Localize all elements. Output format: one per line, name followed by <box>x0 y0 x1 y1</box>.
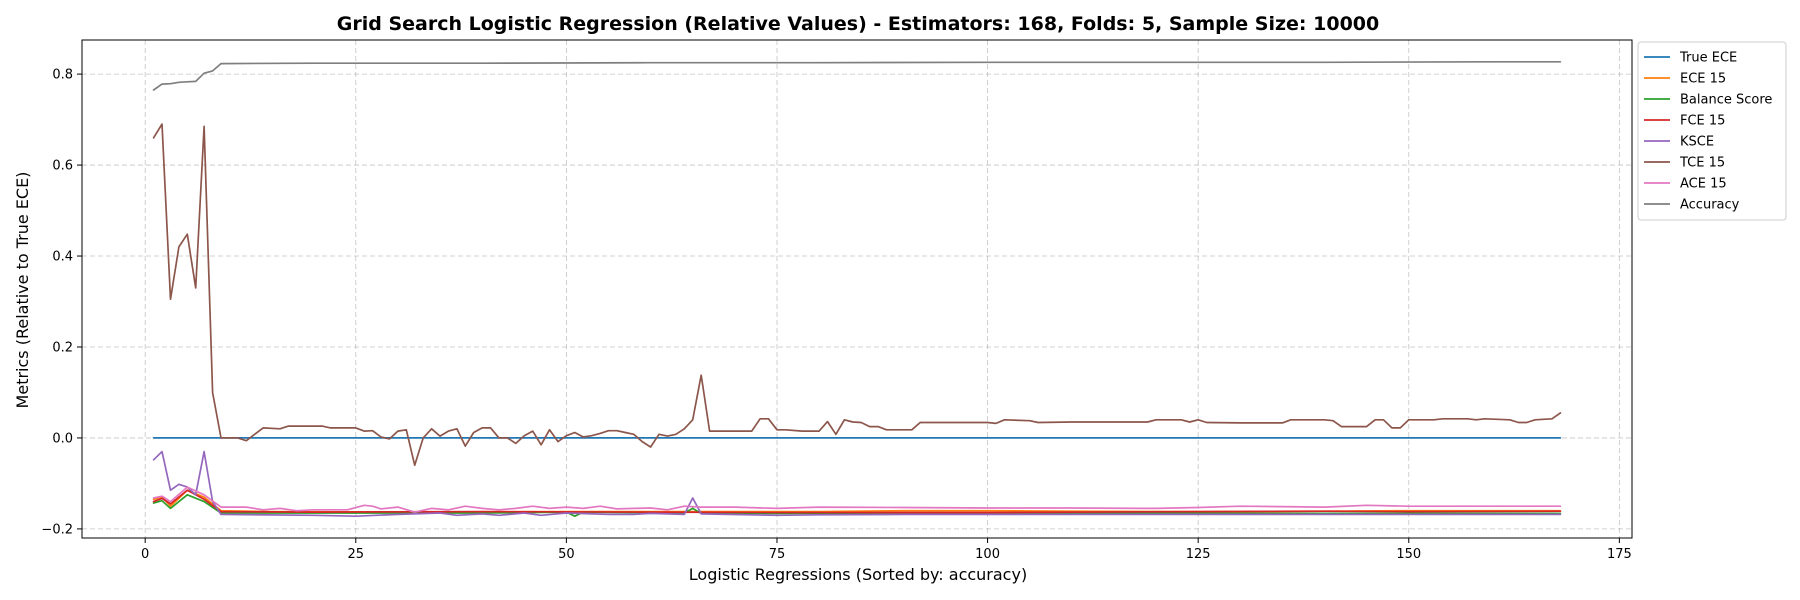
y-tick-label: 0.6 <box>52 159 73 174</box>
y-tick-label: 0.0 <box>52 431 73 446</box>
x-tick-label: 100 <box>975 547 1000 562</box>
plot-frame <box>81 39 1633 539</box>
grid-lines <box>82 40 1632 538</box>
x-tick-label: 125 <box>1186 547 1211 562</box>
x-tick-label: 25 <box>348 547 365 562</box>
legend-label-accuracy: Accuracy <box>1680 198 1740 213</box>
series-line-accuracy <box>152 60 1562 91</box>
legend-label-true-ece: True ECE <box>1679 51 1737 66</box>
legend-label-fce-15: FCE 15 <box>1680 114 1725 129</box>
series-line-fce-15 <box>152 489 1562 514</box>
chart-title: Grid Search Logistic Regression (Relativ… <box>337 13 1380 35</box>
legend: True ECE ECE 15 Balance Score FCE 15 KSCE TCE… <box>1637 41 1787 221</box>
legend-label-ksce: KSCE <box>1680 135 1714 150</box>
y-tick-label: −0.2 <box>41 522 73 537</box>
series-line-tce-15 <box>152 123 1562 467</box>
x-tick-label: 0 <box>141 547 149 562</box>
legend-label-ace-15: ACE 15 <box>1680 177 1727 192</box>
y-tick-label: 0.8 <box>52 68 73 83</box>
series-line-ece-15 <box>152 489 1562 513</box>
plot-series <box>152 60 1562 518</box>
x-axis: 0 25 50 75 100 125 150 175 <box>141 538 1632 562</box>
series-line-ksce <box>152 450 1562 518</box>
legend-label-ece-15: ECE 15 <box>1680 72 1726 87</box>
x-tick-label: 150 <box>1396 547 1421 562</box>
y-tick-label: 0.2 <box>52 340 73 355</box>
x-tick-label: 75 <box>769 547 786 562</box>
y-axis: −0.2 0.0 0.2 0.4 0.6 0.8 <box>41 68 82 537</box>
x-tick-label: 175 <box>1607 547 1632 562</box>
x-axis-label: Logistic Regressions (Sorted by: accurac… <box>689 565 1027 584</box>
legend-label-tce-15: TCE 15 <box>1679 156 1725 171</box>
legend-box <box>1637 41 1787 221</box>
series-line-ace-15 <box>152 486 1562 513</box>
legend-label-balance-score: Balance Score <box>1680 93 1772 108</box>
y-tick-label: 0.4 <box>52 250 73 265</box>
y-axis-label: Metrics (Relative to True ECE) <box>13 172 32 409</box>
x-tick-label: 50 <box>558 547 575 562</box>
